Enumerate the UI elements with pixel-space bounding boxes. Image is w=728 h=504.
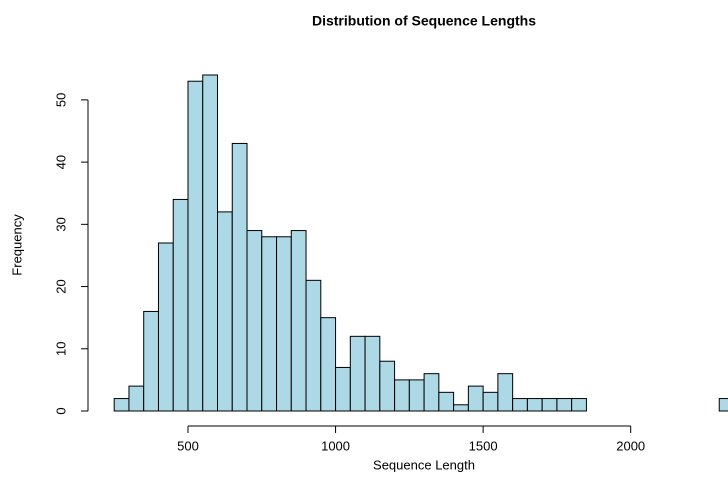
bar	[202, 74, 219, 412]
bar	[320, 317, 337, 412]
x-tick-label: 1500	[469, 438, 498, 453]
bar	[364, 335, 381, 412]
bar	[394, 379, 410, 412]
y-tick-label: 50	[53, 93, 68, 107]
bar	[231, 142, 248, 412]
bar	[453, 404, 469, 412]
bar	[335, 366, 351, 412]
bar	[497, 373, 514, 412]
bar	[408, 379, 425, 412]
bar	[556, 398, 573, 412]
bar	[290, 230, 307, 412]
y-tick-label: 40	[53, 155, 68, 169]
bar	[423, 373, 440, 412]
bar	[172, 198, 189, 412]
chart-title: Distribution of Sequence Lengths	[312, 13, 536, 29]
bar	[526, 398, 543, 412]
bar	[113, 398, 130, 412]
bar	[187, 80, 204, 412]
bar	[718, 398, 728, 412]
bar	[571, 398, 587, 412]
bar	[157, 242, 174, 412]
bar	[217, 211, 233, 412]
bar	[276, 236, 292, 412]
y-tick-label: 0	[53, 407, 68, 414]
x-tick-label: 500	[177, 438, 199, 453]
x-axis-label: Sequence Length	[373, 457, 475, 472]
bar	[143, 310, 159, 412]
bar	[305, 279, 322, 412]
bar	[261, 236, 278, 412]
x-tick-label: 2000	[616, 438, 645, 453]
bar	[541, 398, 558, 412]
bar	[246, 230, 263, 412]
bar	[349, 335, 366, 412]
bar	[438, 391, 455, 412]
bar	[467, 385, 484, 412]
bar	[482, 391, 499, 412]
x-tick-label: 1000	[321, 438, 350, 453]
bar	[128, 385, 145, 412]
y-tick-label: 20	[53, 279, 68, 293]
bar	[379, 360, 396, 412]
y-tick-label: 10	[53, 342, 68, 356]
y-axis-label: Frequency	[9, 214, 24, 276]
y-tick-label: 30	[53, 217, 68, 231]
bar	[512, 398, 528, 412]
